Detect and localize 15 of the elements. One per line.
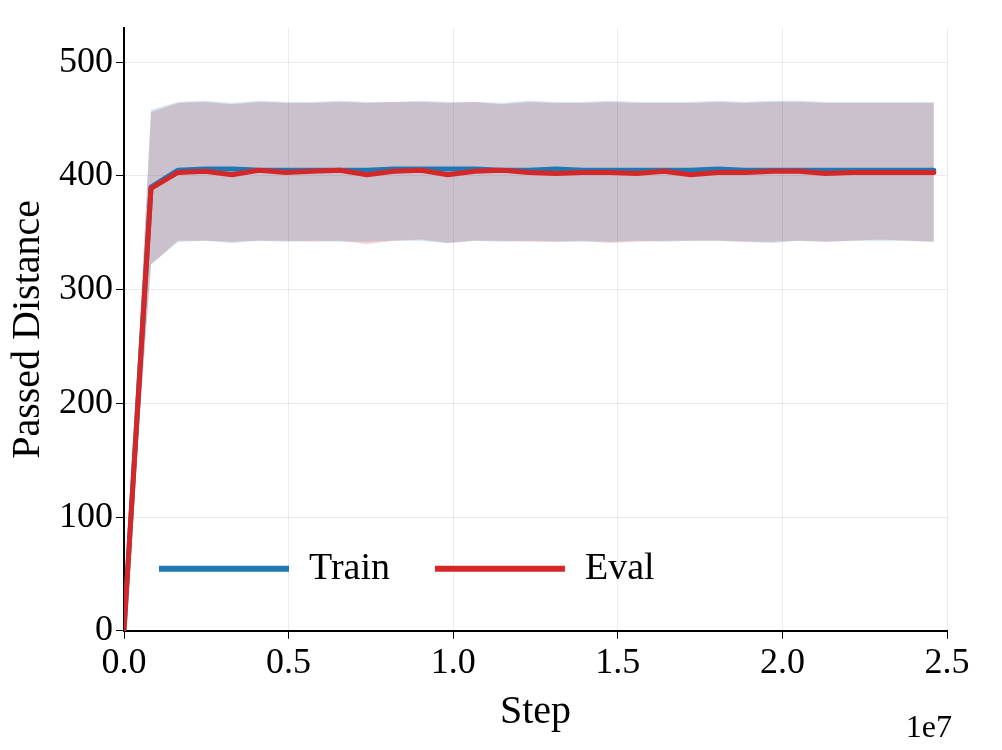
y-tick-label: 400 [59, 153, 113, 194]
legend-label: Train [309, 544, 390, 587]
x-tick-label: 2.0 [759, 640, 805, 681]
text: 1e7 [905, 708, 952, 745]
x-tick-label: 2.5 [924, 640, 970, 681]
x-axis-title: Step [499, 686, 572, 732]
y-tick-label: 200 [59, 380, 113, 421]
x-tick-label: 0.5 [266, 640, 312, 681]
y-tick-label: 500 [59, 39, 113, 80]
y-axis-title: Passed Distance [2, 199, 48, 459]
x-tick-label: 1.5 [595, 640, 641, 681]
y-tick-label: 100 [59, 494, 113, 535]
x-tick-label: 1.0 [430, 640, 476, 681]
legend-label: Eval [584, 544, 655, 587]
y-tick-label: 300 [59, 267, 113, 308]
